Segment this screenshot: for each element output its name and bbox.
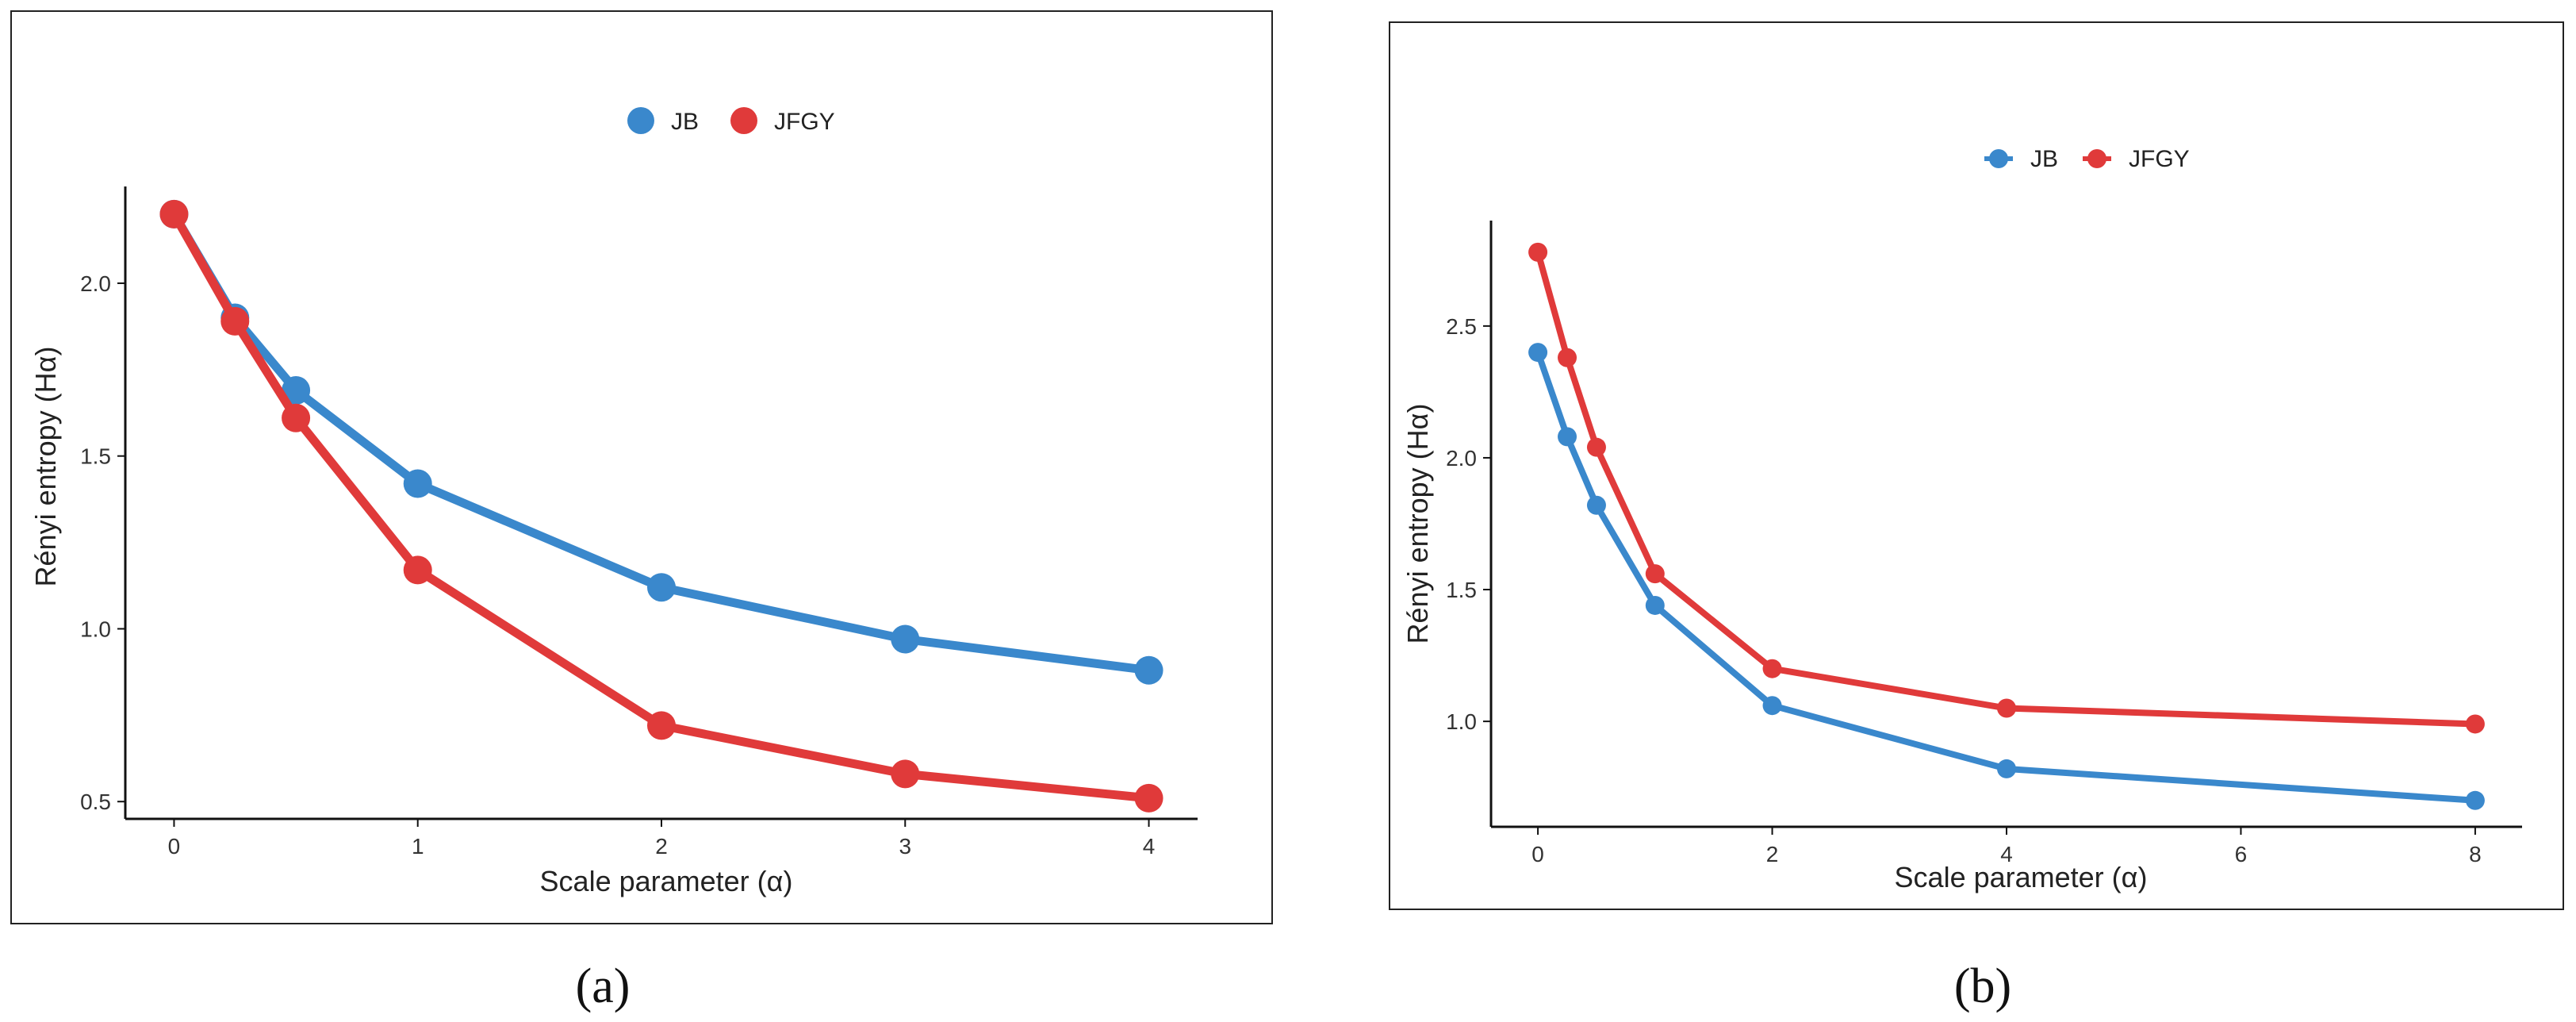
legend-label-jfgy: JFGY bbox=[2129, 146, 2190, 172]
data-point-jfgy bbox=[159, 199, 189, 229]
data-point-jb bbox=[1558, 427, 1577, 447]
data-point-jfgy bbox=[647, 711, 676, 740]
legend-marker-jfgy bbox=[730, 107, 757, 134]
y-tick-label: 1.0 bbox=[80, 617, 111, 641]
chart-a-xlabel: Scale parameter (α) bbox=[540, 865, 793, 897]
data-point-jb bbox=[1997, 759, 2016, 778]
data-point-jfgy bbox=[2465, 714, 2485, 734]
y-tick-label: 1.0 bbox=[1446, 709, 1477, 734]
x-tick-label: 4 bbox=[1143, 834, 1156, 859]
y-tick-label: 2.5 bbox=[1446, 314, 1477, 339]
chart-b-legend: JB JFGY bbox=[1984, 146, 2190, 172]
y-tick-label: 2.0 bbox=[80, 271, 111, 296]
data-point-jfgy bbox=[1586, 437, 1606, 457]
x-tick-label: 0 bbox=[168, 834, 181, 859]
legend-marker-jb bbox=[1989, 149, 2008, 168]
x-tick-label: 3 bbox=[899, 834, 911, 859]
legend-label-jfgy: JFGY bbox=[774, 109, 835, 135]
data-point-jfgy bbox=[403, 555, 432, 585]
data-point-jfgy bbox=[220, 306, 250, 336]
x-tick-label: 2 bbox=[655, 834, 668, 859]
panel-b: 0 2 4 6 8 1.0 1.5 2.0 2.5 JB JFGY Rényi entropy … bbox=[1389, 21, 2564, 1013]
chart-a-legend: JB JFGY bbox=[627, 107, 835, 135]
data-point-jb bbox=[1645, 595, 1665, 615]
data-point-jfgy bbox=[1134, 783, 1163, 813]
legend-marker-jb bbox=[627, 107, 654, 134]
x-tick-label: 2 bbox=[1766, 842, 1779, 866]
x-tick-label: 1 bbox=[412, 834, 424, 859]
data-point-jfgy bbox=[891, 759, 920, 789]
data-point-jb bbox=[1586, 495, 1606, 515]
panel-a: 0 1 2 3 4 0.5 1.0 1.5 2.0 JB JFGY Rényi entropy … bbox=[10, 10, 1273, 1013]
x-tick-label: 0 bbox=[1531, 842, 1544, 866]
data-point-jb bbox=[1134, 655, 1163, 685]
chart-a-plot: 0 1 2 3 4 0.5 1.0 1.5 2.0 bbox=[80, 186, 1198, 859]
x-tick-label: 4 bbox=[2000, 842, 2013, 866]
data-point-jb bbox=[282, 375, 311, 405]
data-point-jb bbox=[891, 624, 920, 654]
legend-label-jb: JB bbox=[671, 109, 699, 135]
data-point-jb bbox=[403, 469, 432, 498]
legend-label-jb: JB bbox=[2030, 146, 2058, 172]
data-point-jb bbox=[1528, 343, 1548, 363]
data-point-jb bbox=[1762, 696, 1782, 716]
panel-label-a: (a) bbox=[576, 959, 631, 1013]
y-tick-label: 0.5 bbox=[80, 790, 111, 814]
y-tick-label: 1.5 bbox=[80, 444, 111, 469]
chart-b-plot: 0 2 4 6 8 1.0 1.5 2.0 2.5 bbox=[1446, 221, 2522, 866]
data-point-jfgy bbox=[1997, 698, 2016, 718]
data-point-jfgy bbox=[1762, 659, 1782, 678]
x-tick-label: 8 bbox=[2469, 842, 2482, 866]
data-point-jfgy bbox=[1528, 242, 1548, 262]
data-point-jfgy bbox=[282, 403, 311, 432]
legend-marker-jfgy bbox=[2087, 149, 2106, 168]
chart-b-ylabel: Rényi entropy (Hα) bbox=[1401, 404, 1434, 644]
panel-label-b: (b) bbox=[1954, 959, 2011, 1013]
x-tick-label: 6 bbox=[2235, 842, 2248, 866]
data-point-jb bbox=[2465, 790, 2485, 810]
y-tick-label: 1.5 bbox=[1446, 578, 1477, 602]
chart-b-xlabel: Scale parameter (α) bbox=[1895, 861, 2148, 893]
y-tick-label: 2.0 bbox=[1446, 446, 1477, 471]
panel-a-frame bbox=[10, 10, 1273, 924]
data-point-jfgy bbox=[1558, 348, 1577, 367]
data-point-jfgy bbox=[1645, 564, 1665, 584]
chart-a-ylabel: Rényi entropy (Hα) bbox=[29, 347, 62, 587]
panel-b-frame bbox=[1389, 21, 2564, 910]
data-point-jb bbox=[647, 573, 676, 602]
